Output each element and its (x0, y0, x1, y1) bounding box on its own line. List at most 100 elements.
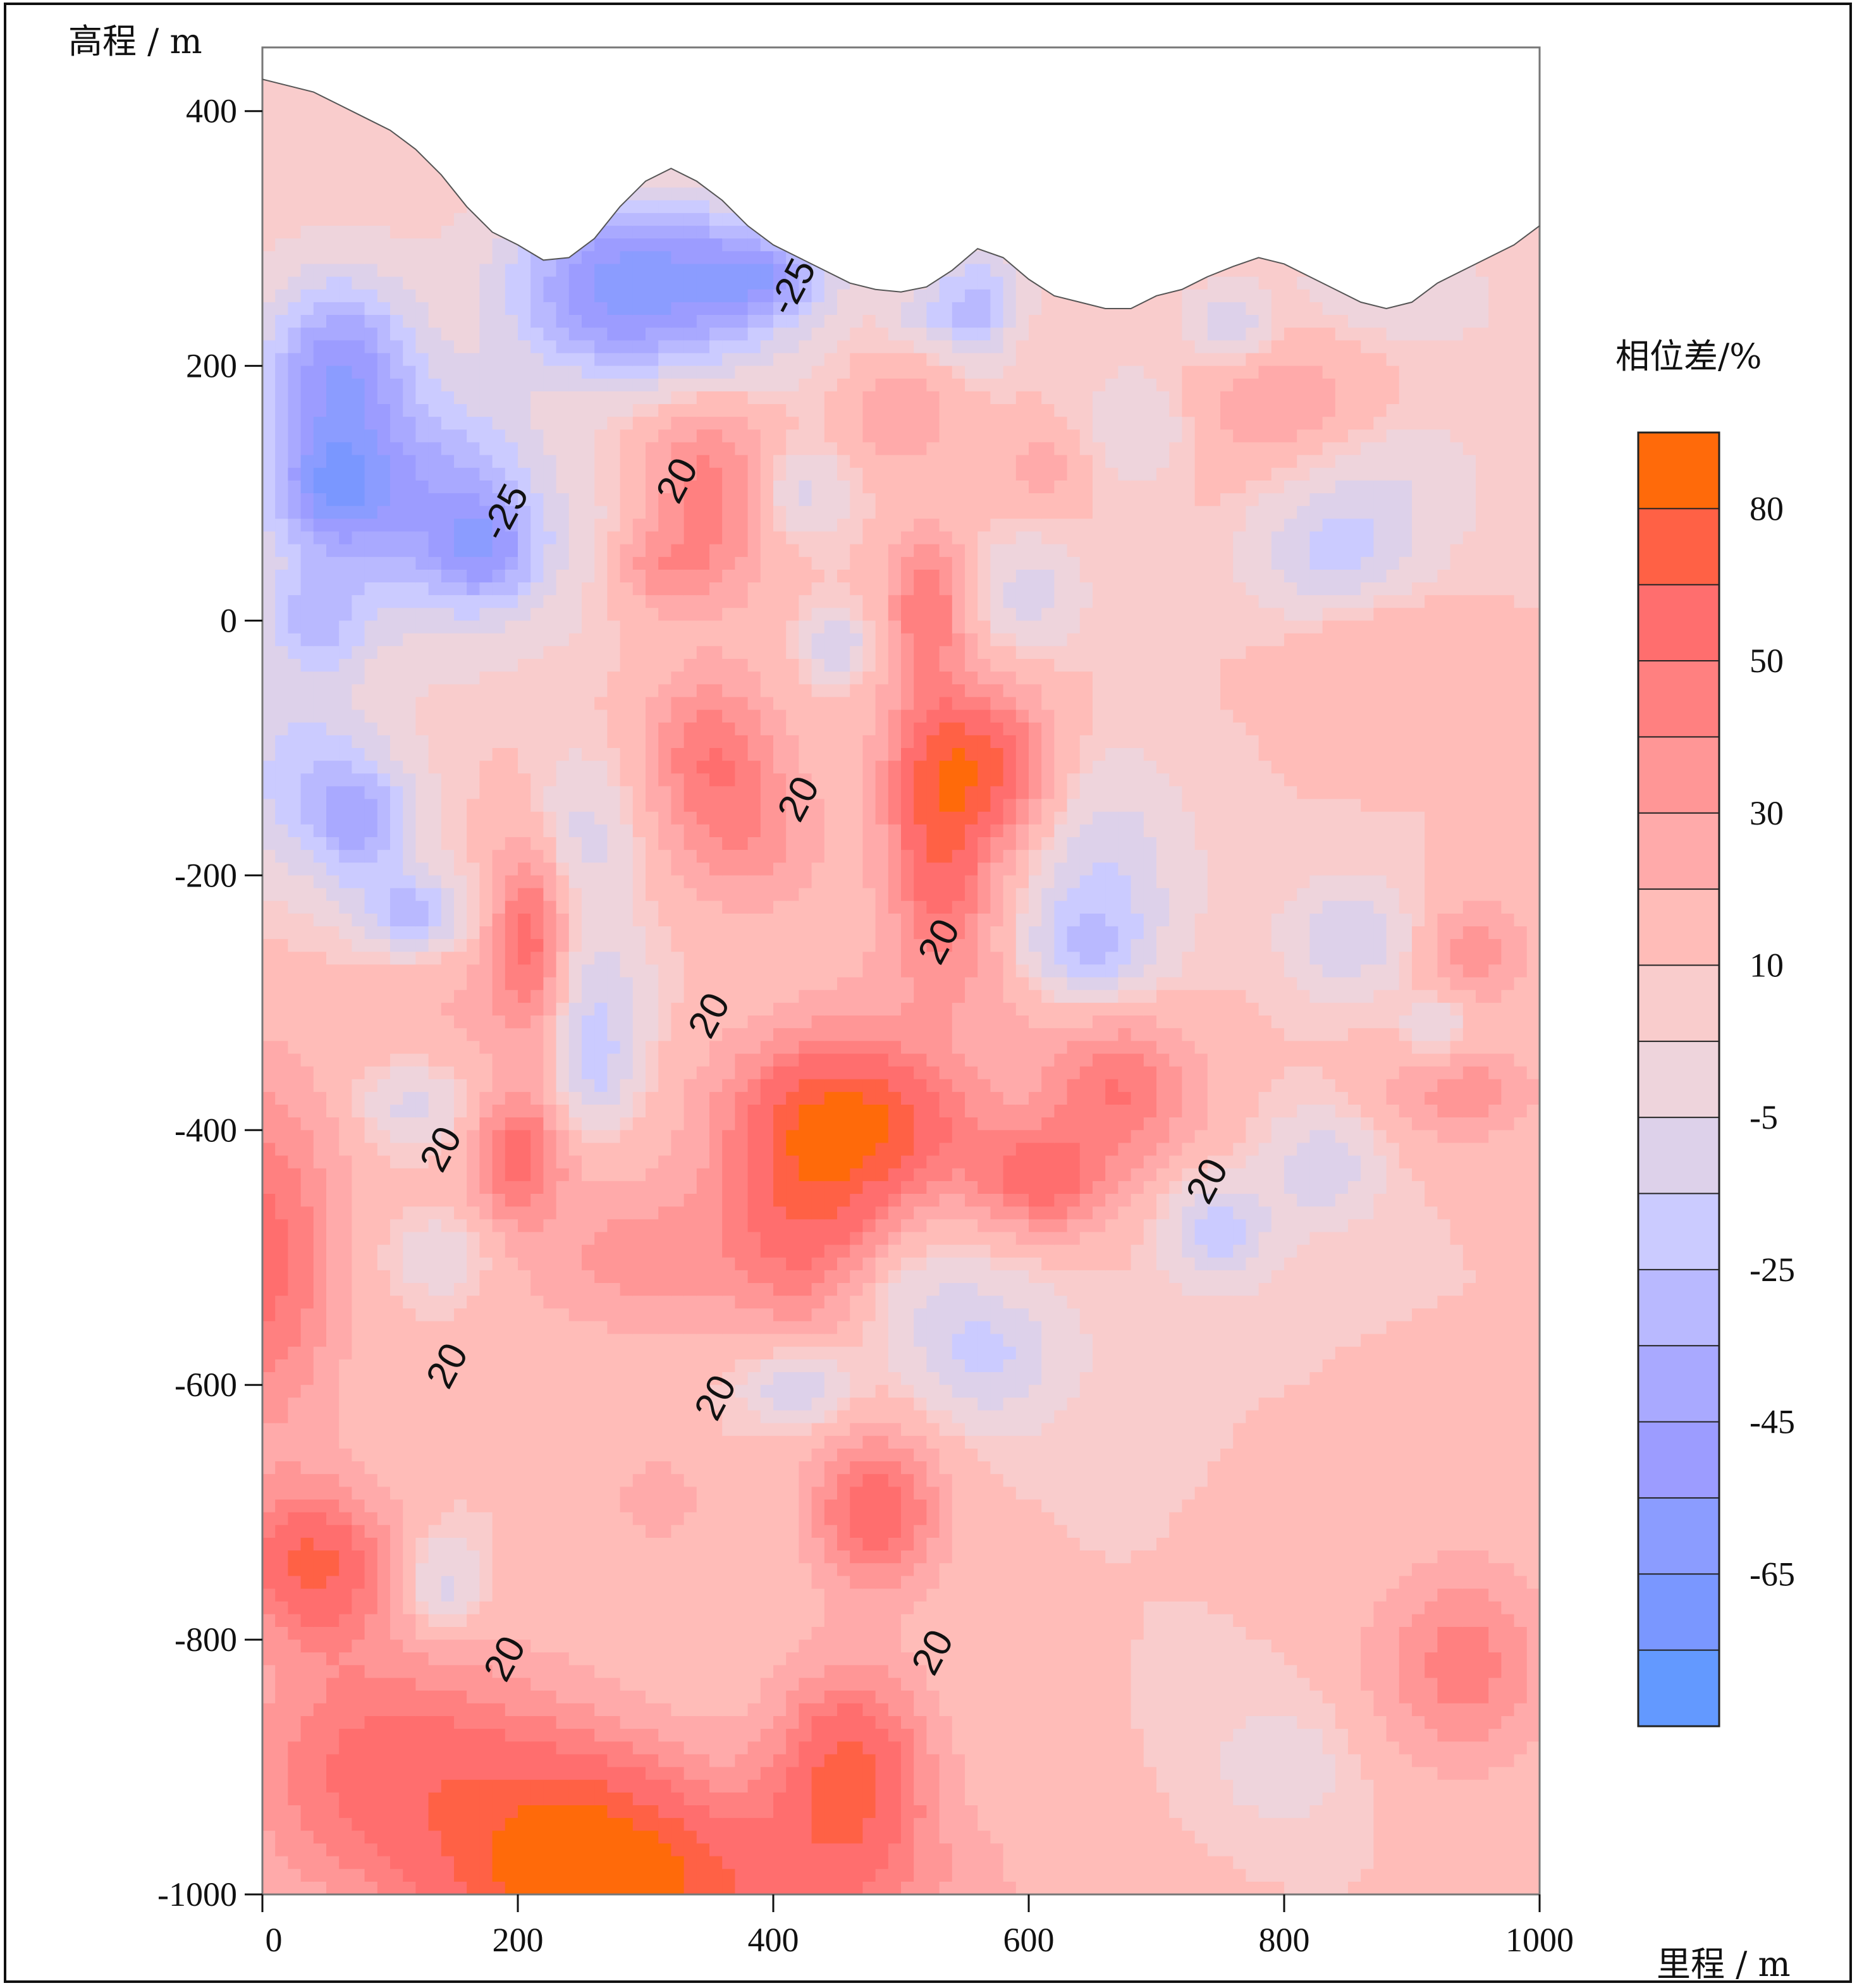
field-cell (1003, 404, 1017, 519)
field-cell (940, 1283, 953, 1385)
x-tick-label: 600 (1003, 1921, 1055, 1959)
field-cell (722, 328, 735, 341)
field-cell (1361, 442, 1374, 481)
field-cell (901, 1258, 914, 1271)
field-cell (1220, 429, 1234, 494)
field-cell (339, 1449, 352, 1487)
field-cell (671, 544, 684, 570)
field-cell (633, 837, 646, 927)
field-cell (990, 1130, 1003, 1194)
field-cell (377, 773, 391, 787)
field-cell (1297, 366, 1310, 431)
field-cell (1054, 1194, 1067, 1220)
field-cell (1080, 1219, 1093, 1232)
field-cell (952, 1359, 965, 1398)
field-cell (1488, 901, 1502, 940)
field-cell (365, 761, 378, 774)
field-cell (1361, 1334, 1374, 1628)
field-cell (684, 1079, 697, 1194)
field-cell (901, 1194, 914, 1220)
field-cell (1118, 1092, 1131, 1105)
field-cell (1425, 1105, 1438, 1131)
field-cell (326, 964, 340, 1118)
field-cell (403, 964, 416, 1054)
field-cell (722, 264, 735, 302)
field-cell (454, 557, 467, 570)
field-cell (901, 1385, 914, 1398)
field-cell (978, 1436, 991, 1462)
field-cell (914, 761, 927, 825)
field-cell (377, 926, 391, 940)
colorbar-title: 相位差/% (1615, 336, 1762, 376)
field-cell (339, 761, 352, 787)
field-cell (1067, 1003, 1081, 1029)
field-cell (1246, 1117, 1259, 1156)
field-cell (1041, 1245, 1055, 1271)
field-cell (646, 1805, 659, 1831)
field-cell (812, 1372, 825, 1398)
field-cell (1041, 837, 1055, 850)
field-cell (1259, 1882, 1272, 1895)
field-cell (824, 990, 838, 1016)
field-cell (824, 1015, 838, 1041)
field-cell (862, 1754, 876, 1819)
field-cell (1323, 1206, 1336, 1232)
field-cell (518, 340, 531, 468)
field-cell (403, 328, 416, 366)
field-cell (326, 926, 340, 965)
field-cell (1054, 417, 1067, 455)
field-cell (965, 1397, 978, 1436)
field-cell (1233, 366, 1246, 379)
field-cell (990, 825, 1003, 838)
field-cell (479, 608, 493, 634)
field-cell (403, 1652, 416, 1678)
field-cell (569, 1805, 582, 1895)
field-cell (1361, 429, 1374, 443)
field-cell (1259, 1143, 1272, 1207)
field-cell (1309, 429, 1323, 455)
field-cell (812, 1538, 825, 1589)
field-cell (1029, 646, 1042, 660)
field-cell (1156, 1538, 1170, 1602)
field-cell (1131, 990, 1144, 1003)
field-cell (1373, 914, 1387, 965)
field-cell (429, 939, 442, 952)
field-cell (1425, 429, 1438, 583)
field-cell (429, 417, 442, 443)
field-cell (543, 1716, 556, 1742)
colorbar-band (1638, 1650, 1719, 1727)
field-cell (1195, 1053, 1208, 1131)
field-cell (301, 646, 314, 672)
field-cell (876, 1181, 889, 1207)
field-cell (454, 1780, 467, 1882)
field-cell (926, 735, 940, 863)
field-cell (530, 1741, 544, 1780)
field-cell (1003, 1487, 1017, 1882)
field-cell (697, 417, 710, 430)
field-cell (1054, 1245, 1067, 1271)
field-cell (850, 634, 863, 647)
field-cell (377, 1245, 391, 1271)
field-cell (1003, 1194, 1017, 1207)
field-cell (722, 1258, 735, 1296)
field-cell (607, 1283, 620, 1334)
field-cell (1118, 1105, 1131, 1143)
field-cell (1041, 799, 1055, 838)
field-cell (1067, 1143, 1081, 1194)
field-cell (697, 391, 710, 417)
field-cell (1169, 1512, 1182, 1602)
field-cell (862, 1181, 876, 1220)
field-cell (697, 1067, 710, 1169)
field-cell (990, 672, 1003, 685)
field-cell (1412, 429, 1425, 583)
field-cell (1425, 340, 1438, 430)
field-cell (569, 1003, 582, 1093)
field-cell (1476, 901, 1489, 927)
field-cell (1284, 1716, 1297, 1819)
field-cell (441, 1640, 455, 1666)
field-cell (914, 1206, 927, 1232)
field-cell (365, 518, 378, 532)
field-cell (914, 1194, 927, 1207)
field-cell (684, 1780, 697, 1806)
field-cell (709, 582, 723, 621)
